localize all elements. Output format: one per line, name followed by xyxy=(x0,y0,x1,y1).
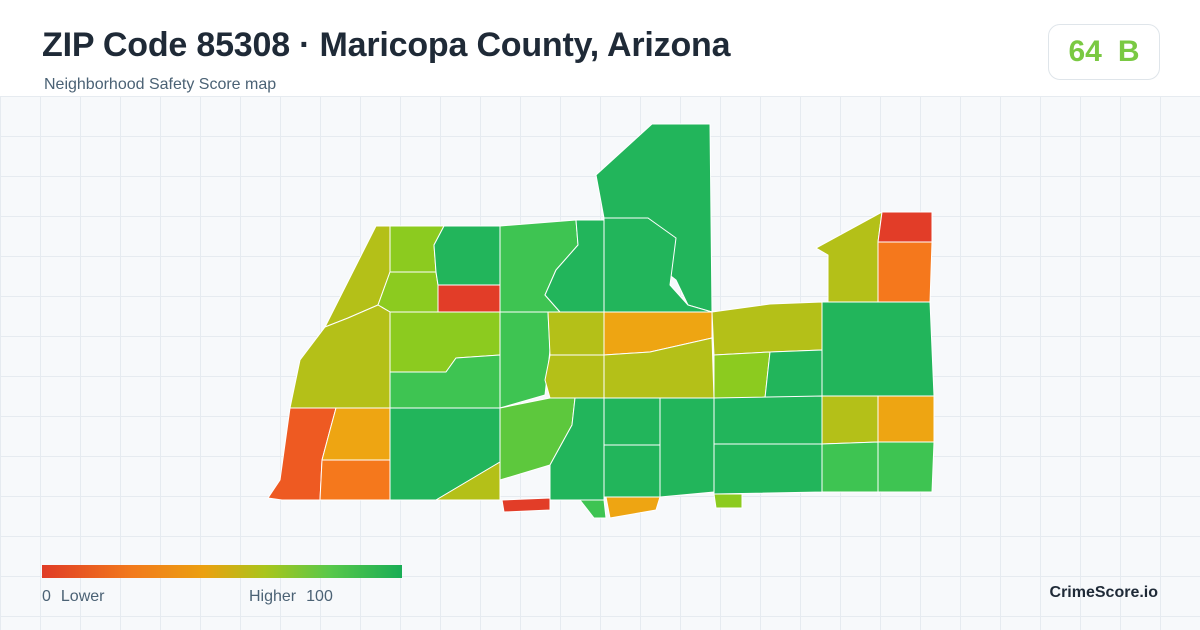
legend-low: 0 Lower xyxy=(42,588,104,606)
legend-max: 100 xyxy=(306,588,333,605)
map-region[interactable] xyxy=(433,225,501,286)
legend-high: Higher 100 xyxy=(249,588,333,606)
score-grade: B xyxy=(1117,35,1140,68)
header-band xyxy=(0,0,1200,96)
map-region[interactable] xyxy=(437,284,501,313)
legend-max-label: Higher xyxy=(249,588,297,605)
map-region[interactable] xyxy=(877,211,933,243)
map-region[interactable] xyxy=(603,397,661,446)
map-region[interactable] xyxy=(815,211,883,303)
map-region[interactable] xyxy=(547,311,605,356)
map-region[interactable] xyxy=(713,395,823,445)
map-region[interactable] xyxy=(499,311,551,409)
legend-min-label: Lower xyxy=(60,588,105,605)
score-value: 64 xyxy=(1068,35,1102,68)
map-region[interactable] xyxy=(711,301,823,356)
page-subtitle: Neighborhood Safety Score map xyxy=(44,76,277,93)
page-title: ZIP Code 85308 · Maricopa County, Arizon… xyxy=(42,26,731,64)
map-region[interactable] xyxy=(605,496,661,519)
zip-map[interactable] xyxy=(0,96,1200,536)
map-region[interactable] xyxy=(821,441,879,493)
map-region[interactable] xyxy=(877,441,935,493)
map-region[interactable] xyxy=(435,461,501,501)
legend-gradient-bar xyxy=(42,565,402,578)
map-region[interactable] xyxy=(821,301,935,397)
map-region[interactable] xyxy=(877,395,935,443)
map-region[interactable] xyxy=(319,459,391,501)
map-region[interactable] xyxy=(579,499,607,519)
map-region[interactable] xyxy=(603,337,715,399)
legend-min: 0 xyxy=(42,588,51,605)
map-region[interactable] xyxy=(603,444,661,498)
map-region[interactable] xyxy=(713,493,743,509)
map-region[interactable] xyxy=(659,397,715,498)
map-region[interactable] xyxy=(544,354,605,399)
score-badge: 64 B xyxy=(1048,24,1160,80)
map-region[interactable] xyxy=(877,241,933,303)
brand-logo-text[interactable]: CrimeScore.io xyxy=(1049,584,1158,601)
map-region[interactable] xyxy=(501,497,551,513)
map-region[interactable] xyxy=(713,351,771,399)
map-region[interactable] xyxy=(821,395,879,445)
map-region[interactable] xyxy=(713,443,823,495)
map-region[interactable] xyxy=(764,349,823,399)
